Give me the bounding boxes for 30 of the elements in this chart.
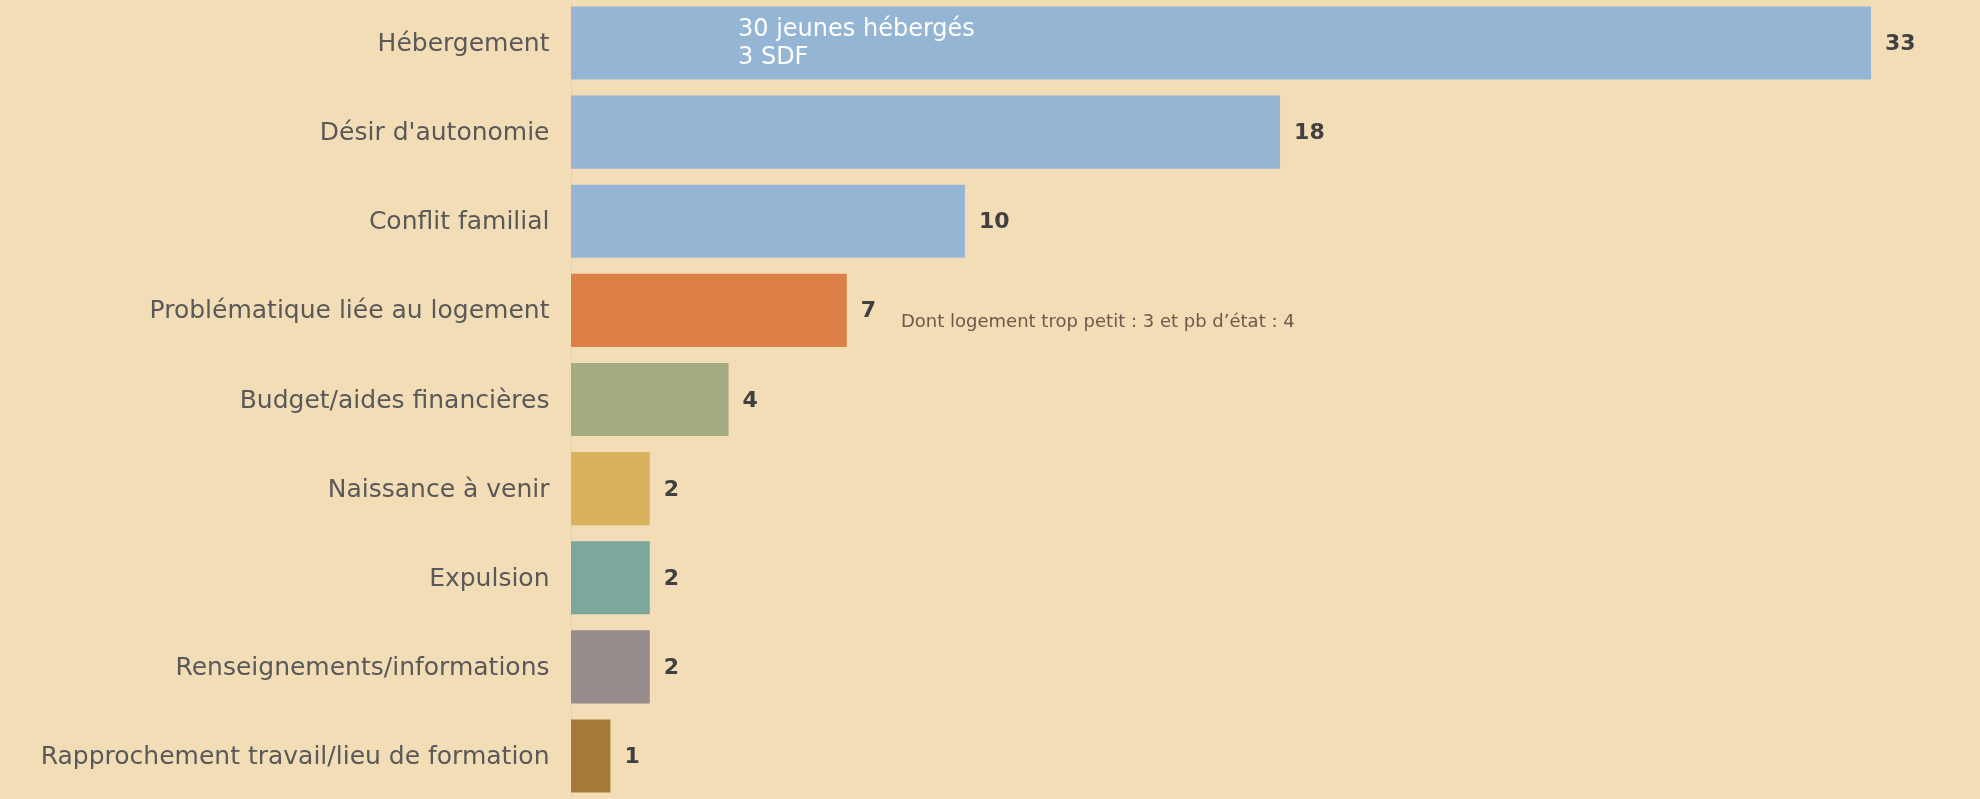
bar	[571, 541, 650, 615]
annotation: 30 jeunes hébergés	[738, 14, 975, 42]
data-label: 2	[663, 475, 680, 501]
annotation: 3 SDF	[738, 42, 809, 70]
bar	[571, 95, 1281, 169]
y-tick-label: Désir d'autonomie	[319, 117, 550, 147]
bar	[571, 184, 965, 258]
data-label: 18	[1294, 119, 1325, 145]
data-label: 1	[624, 743, 640, 768]
data-label: 7	[860, 297, 877, 323]
y-tick-label: Rapprochement travail/lieu de formation	[40, 741, 550, 770]
y-tick-label: Conflit familial	[368, 206, 550, 236]
bar	[571, 452, 650, 526]
data-label: 33	[1885, 30, 1916, 55]
bar	[571, 273, 847, 347]
y-tick-label: Budget/aides financières	[239, 384, 550, 414]
data-label: 4	[742, 386, 758, 412]
bar	[571, 719, 611, 793]
y-tick-label: Expulsion	[429, 562, 550, 592]
data-label: 2	[663, 653, 680, 679]
annotation: Dont logement trop petit : 3 et pb d’état : 4	[901, 310, 1295, 332]
y-tick-label: Naissance à venir	[327, 473, 551, 503]
data-label: 10	[978, 208, 1010, 234]
data-label: 2	[663, 564, 680, 590]
bar	[571, 630, 650, 704]
bar	[571, 6, 1871, 80]
y-tick-label: Hébergement	[377, 28, 550, 57]
bar	[571, 362, 729, 437]
y-tick-label: Renseignements/informations	[175, 651, 550, 681]
y-tick-label: Problématique liée au logement	[149, 295, 550, 325]
